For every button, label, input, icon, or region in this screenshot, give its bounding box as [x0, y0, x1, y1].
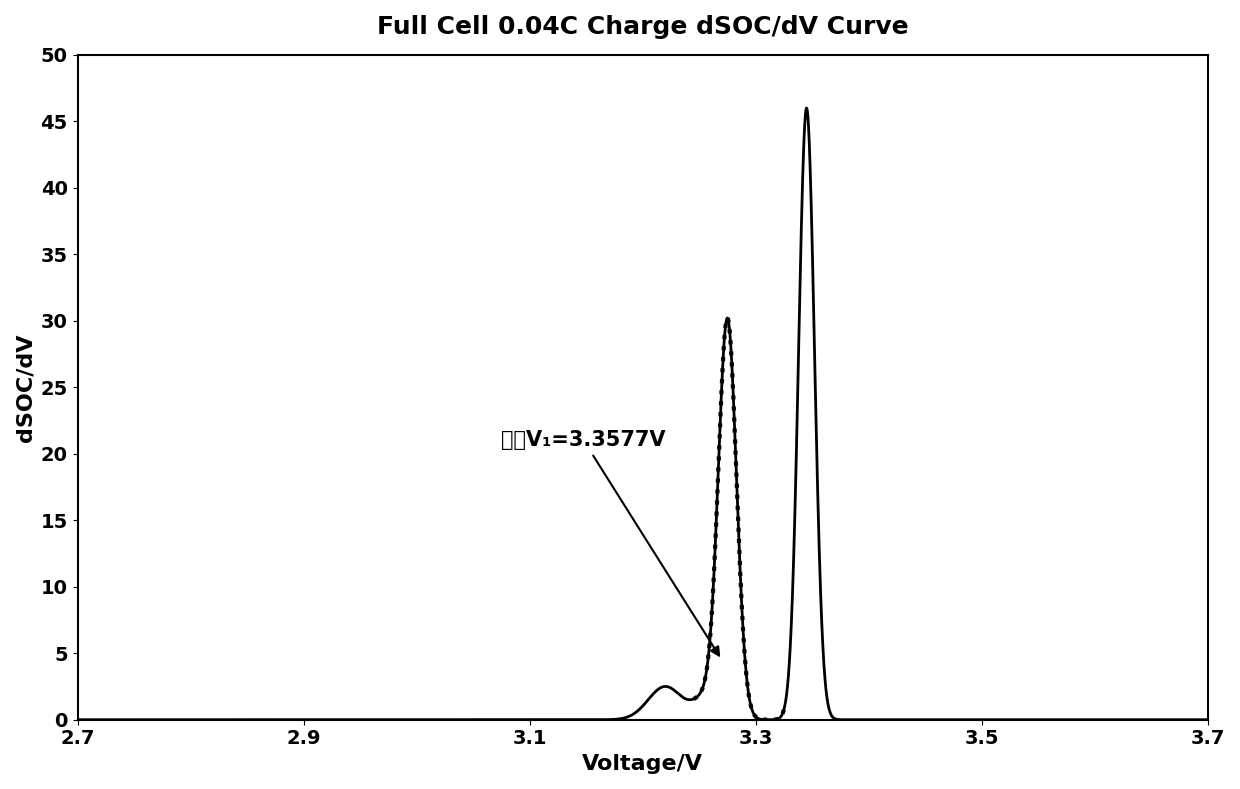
- Text: 获取V₁=3.3577V: 获取V₁=3.3577V: [501, 431, 719, 656]
- Title: Full Cell 0.04C Charge dSOC/dV Curve: Full Cell 0.04C Charge dSOC/dV Curve: [377, 15, 909, 39]
- X-axis label: Voltage/V: Voltage/V: [582, 754, 703, 774]
- Y-axis label: dSOC/dV: dSOC/dV: [15, 333, 35, 442]
